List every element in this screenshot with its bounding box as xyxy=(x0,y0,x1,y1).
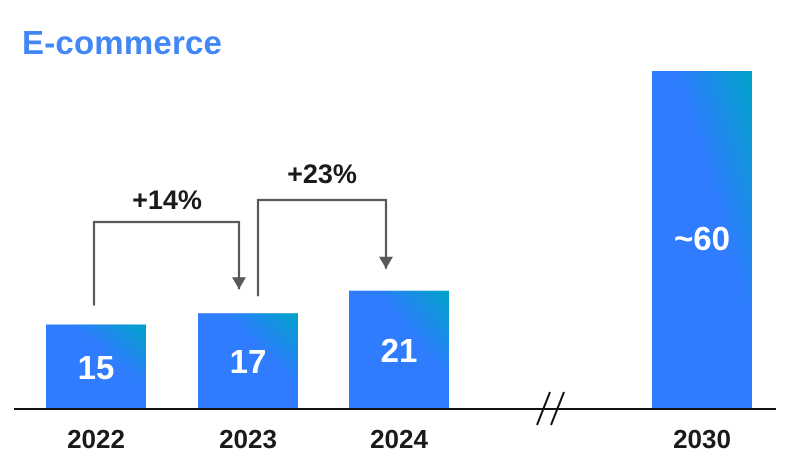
chart-title: E-commerce xyxy=(22,24,223,61)
bar-2022 xyxy=(46,324,146,409)
growth-arrow-2022-2023 xyxy=(92,220,241,306)
bars-layer: 15 17 21 ~60 xyxy=(46,71,752,409)
growth-label-2022-2023: +14% xyxy=(132,185,202,215)
bar-2023 xyxy=(198,313,298,409)
axis-break-mark-right xyxy=(550,391,565,426)
growth-arrowhead-2023-2024 xyxy=(379,256,393,269)
growth-arrow-2023-2024 xyxy=(256,198,388,297)
x-tick-2022: 2022 xyxy=(67,424,125,454)
x-axis: 2022 2023 2024 2030 xyxy=(14,391,776,454)
axis-break-mark-left xyxy=(536,391,551,426)
growth-arrowhead-2022-2023 xyxy=(232,277,246,290)
bar-2024 xyxy=(349,290,449,409)
data-label-2030: ~60 xyxy=(674,220,730,257)
growth-annotations: +14% +23% xyxy=(92,159,393,306)
data-label-2024: 21 xyxy=(381,332,418,369)
bar-2030 xyxy=(652,71,752,409)
data-label-2023: 17 xyxy=(230,343,267,380)
x-tick-2023: 2023 xyxy=(219,424,277,454)
growth-label-2023-2024: +23% xyxy=(287,159,357,189)
x-tick-2024: 2024 xyxy=(370,424,428,454)
x-tick-2030: 2030 xyxy=(673,424,731,454)
data-label-2022: 15 xyxy=(78,349,115,386)
